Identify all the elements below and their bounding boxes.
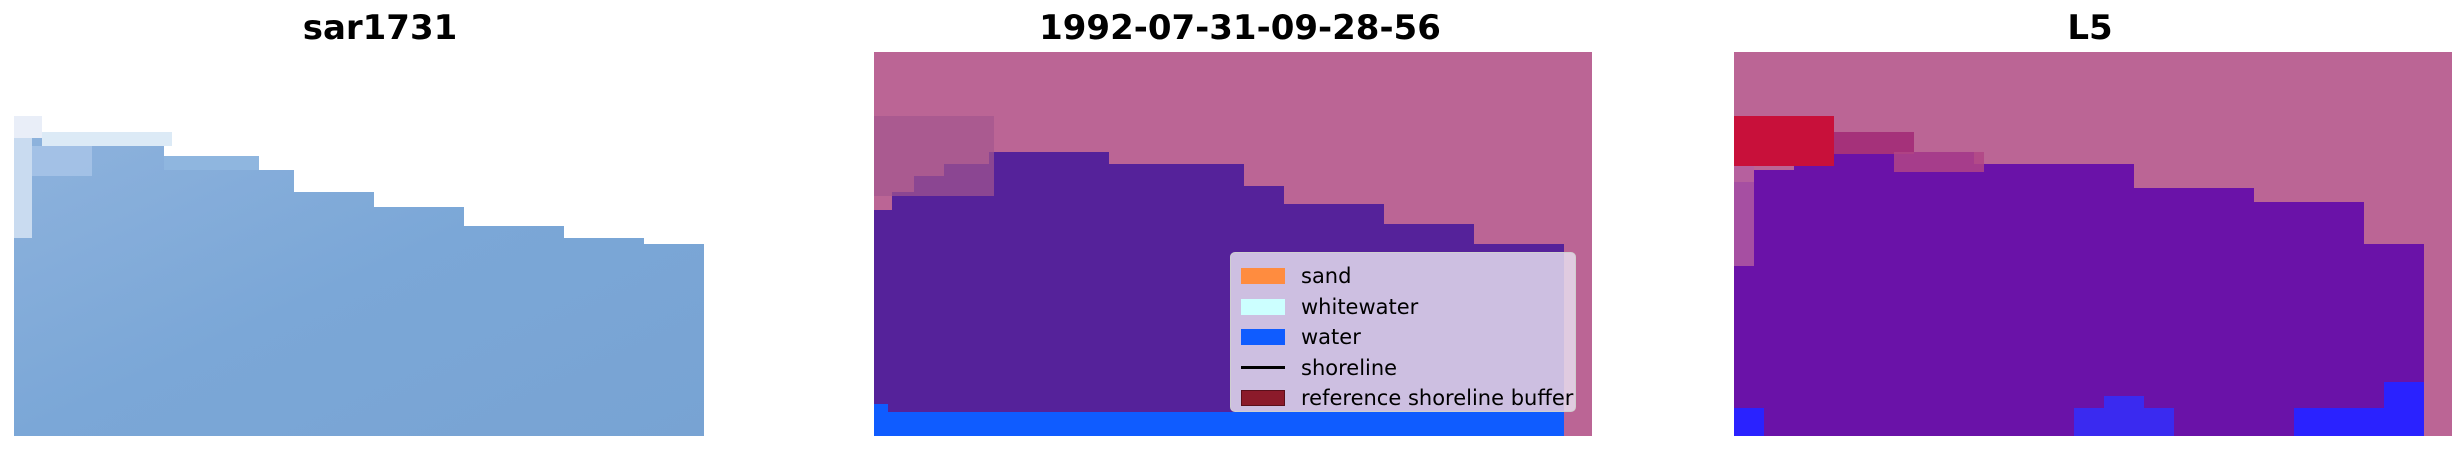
panel-l5: L5 <box>1720 0 2460 451</box>
legend-item-water: water <box>1241 322 1565 353</box>
l5-image <box>1734 52 2452 436</box>
legend-item-shoreline: shoreline <box>1241 353 1565 384</box>
rgb-image <box>14 52 704 436</box>
panel-title-l5: L5 <box>2067 8 2113 48</box>
sand-swatch <box>1241 268 1285 285</box>
panel-title-classification: 1992-07-31-09-28-56 <box>1039 8 1441 48</box>
shoreline-line <box>1241 366 1285 370</box>
legend-item-whitewater: whitewater <box>1241 292 1565 323</box>
legend: sand whitewater water shoreline referenc… <box>1230 252 1576 412</box>
legend-item-reference-buffer: reference shoreline buffer <box>1241 383 1573 414</box>
panel-title-rgb: sar1731 <box>302 8 458 48</box>
panel-classification: 1992-07-31-09-28-56 <box>860 0 1620 451</box>
water-swatch <box>1241 329 1285 346</box>
legend-item-sand: sand <box>1241 261 1565 292</box>
legend-label: whitewater <box>1301 294 1419 319</box>
legend-label: shoreline <box>1301 355 1398 380</box>
legend-label: reference shoreline buffer <box>1301 386 1574 411</box>
reference-buffer-swatch <box>1241 390 1285 407</box>
whitewater-swatch <box>1241 298 1285 315</box>
classification-image <box>874 52 1592 436</box>
legend-label: water <box>1301 325 1361 350</box>
panel-rgb: sar1731 <box>0 0 760 451</box>
legend-label: sand <box>1301 264 1352 289</box>
